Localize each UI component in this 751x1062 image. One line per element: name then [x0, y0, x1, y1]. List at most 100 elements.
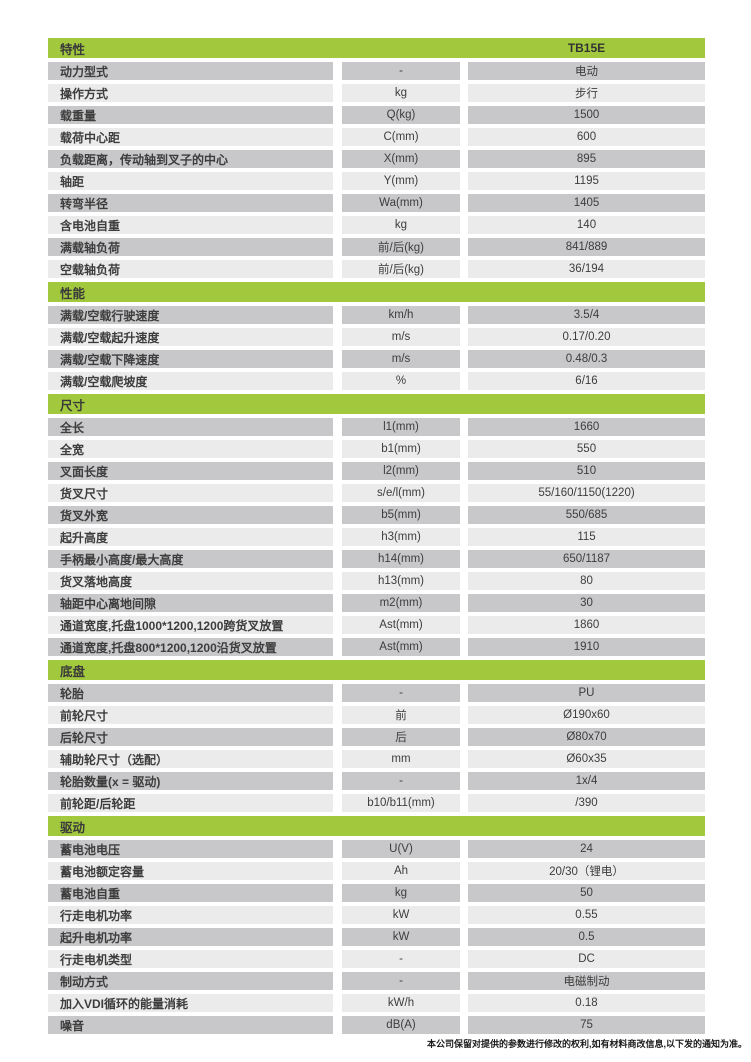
column-gap [460, 772, 468, 790]
column-gap [460, 594, 468, 612]
column-gap [333, 216, 342, 234]
column-gap [460, 350, 468, 368]
spec-value: 0.48/0.3 [468, 350, 705, 368]
spec-label: 操作方式 [48, 84, 333, 102]
column-gap [460, 750, 468, 768]
spec-label: 货叉外宽 [48, 506, 333, 524]
spec-row: 辅助轮尺寸（选配） mm Ø60x35 [48, 750, 705, 768]
column-gap [333, 418, 342, 436]
spec-unit: kg [342, 884, 460, 902]
column-gap [460, 638, 468, 656]
spec-label: 满载/空载下降速度 [48, 350, 333, 368]
column-gap [460, 928, 468, 946]
column-gap [460, 616, 468, 634]
spec-label: 负载距离，传动轴到叉子的中心 [48, 150, 333, 168]
column-gap [460, 794, 468, 812]
spec-label: 起升高度 [48, 528, 333, 546]
spec-value: Ø60x35 [468, 750, 705, 768]
spec-label: 行走电机类型 [48, 950, 333, 968]
section-title: 尺寸 [60, 398, 86, 413]
spec-row: 货叉外宽 b5(mm) 550/685 [48, 506, 705, 524]
column-gap [333, 172, 342, 190]
spec-value: 510 [468, 462, 705, 480]
column-gap [460, 684, 468, 702]
spec-unit: - [342, 772, 460, 790]
spec-label: 后轮尺寸 [48, 728, 333, 746]
spec-row: 满载/空载起升速度 m/s 0.17/0.20 [48, 328, 705, 346]
spec-label: 空载轴负荷 [48, 260, 333, 278]
column-gap [460, 172, 468, 190]
spec-value: 115 [468, 528, 705, 546]
column-gap [333, 638, 342, 656]
spec-label: 轮胎 [48, 684, 333, 702]
spec-value: 电动 [468, 62, 705, 80]
column-gap [333, 506, 342, 524]
spec-row: 行走电机类型 - DC [48, 950, 705, 968]
column-gap [460, 994, 468, 1012]
section-title: 底盘 [60, 664, 86, 679]
spec-value: 步行 [468, 84, 705, 102]
spec-value: PU [468, 684, 705, 702]
spec-row: 轴距中心离地间隙 m2(mm) 30 [48, 594, 705, 612]
column-gap [460, 950, 468, 968]
spec-row: 通道宽度,托盘1000*1200,1200跨货叉放置 Ast(mm) 1860 [48, 616, 705, 634]
spec-unit: kW [342, 928, 460, 946]
spec-unit: 前 [342, 706, 460, 724]
section-title: 驱动 [60, 820, 86, 835]
spec-value: 1195 [468, 172, 705, 190]
column-gap [333, 260, 342, 278]
spec-row: 满载/空载下降速度 m/s 0.48/0.3 [48, 350, 705, 368]
column-gap [333, 928, 342, 946]
spec-row: 蓄电池电压 U(V) 24 [48, 840, 705, 858]
spec-unit: b10/b11(mm) [342, 794, 460, 812]
spec-row: 加入VDI循环的能量消耗 kW/h 0.18 [48, 994, 705, 1012]
spec-label: 满载轴负荷 [48, 238, 333, 256]
section-header: 底盘 [48, 660, 705, 680]
spec-row: 制动方式 - 电磁制动 [48, 972, 705, 990]
column-gap [460, 506, 468, 524]
spec-unit: Ast(mm) [342, 616, 460, 634]
column-gap [333, 616, 342, 634]
spec-value: Ø80x70 [468, 728, 705, 746]
column-gap [460, 260, 468, 278]
column-gap [333, 994, 342, 1012]
spec-value: 1910 [468, 638, 705, 656]
spec-row: 手柄最小高度/最大高度 h14(mm) 650/1187 [48, 550, 705, 568]
spec-value: 841/889 [468, 238, 705, 256]
column-gap [460, 840, 468, 858]
footer-note: 本公司保留对提供的参数进行修改的权利,如有材料商改信息,以下发的通知为准。 [426, 1039, 747, 1049]
column-gap [333, 794, 342, 812]
column-gap [333, 128, 342, 146]
column-gap [333, 484, 342, 502]
spec-unit: kg [342, 216, 460, 234]
column-gap [460, 572, 468, 590]
spec-unit: dB(A) [342, 1016, 460, 1034]
spec-value: 1405 [468, 194, 705, 212]
spec-label: 全宽 [48, 440, 333, 458]
spec-label: 满载/空载爬坡度 [48, 372, 333, 390]
column-gap [460, 528, 468, 546]
spec-label: 起升电机功率 [48, 928, 333, 946]
spec-value: 0.55 [468, 906, 705, 924]
spec-unit: U(V) [342, 840, 460, 858]
column-gap [460, 216, 468, 234]
spec-value: 550/685 [468, 506, 705, 524]
spec-unit: Ah [342, 862, 460, 880]
spec-value: 0.17/0.20 [468, 328, 705, 346]
spec-unit: h3(mm) [342, 528, 460, 546]
column-gap [333, 906, 342, 924]
column-gap [333, 772, 342, 790]
spec-label: 全长 [48, 418, 333, 436]
spec-row: 全宽 b1(mm) 550 [48, 440, 705, 458]
spec-label: 货叉落地高度 [48, 572, 333, 590]
spec-label: 前轮距/后轮距 [48, 794, 333, 812]
spec-row: 后轮尺寸后 Ø80x70 [48, 728, 705, 746]
spec-value: Ø190x60 [468, 706, 705, 724]
spec-unit: X(mm) [342, 150, 460, 168]
spec-row: 全长 l1(mm) 1660 [48, 418, 705, 436]
column-gap [460, 550, 468, 568]
spec-value: 1500 [468, 106, 705, 124]
spec-unit: mm [342, 750, 460, 768]
column-gap [460, 484, 468, 502]
column-gap [460, 706, 468, 724]
